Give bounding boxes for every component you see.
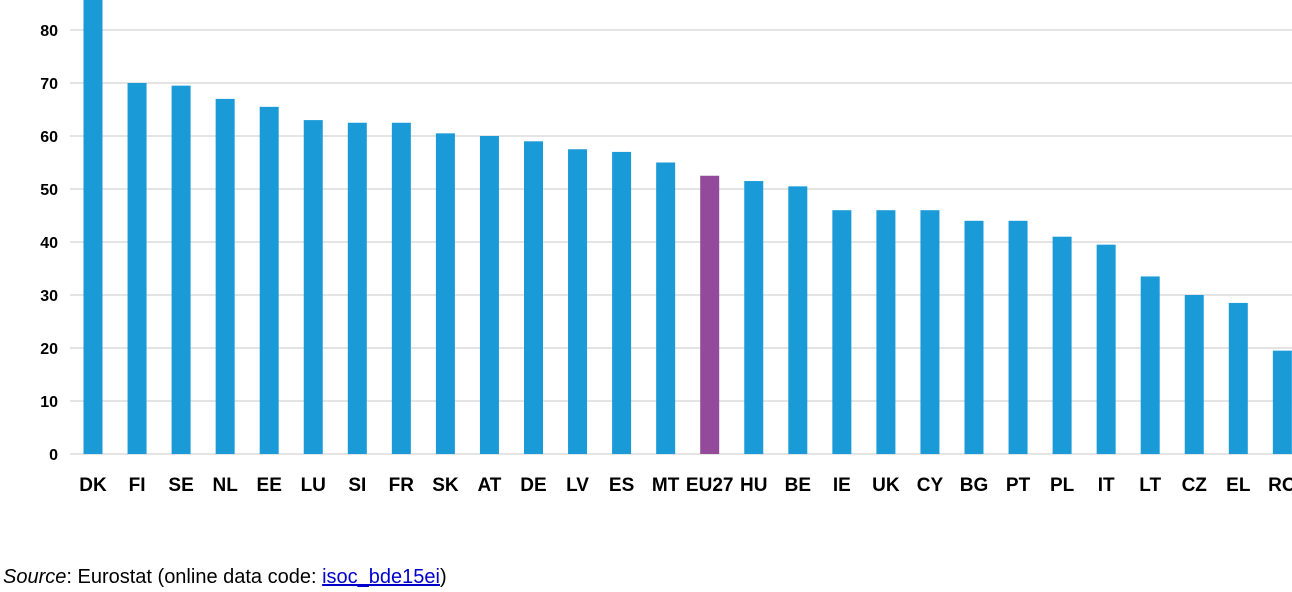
bar-fr	[391, 122, 411, 454]
x-tick-label-be: BE	[785, 475, 811, 496]
x-tick-label-ie: IE	[833, 475, 851, 496]
x-axis-category-labels: DK FI SE NL EE LU SI FR SK AT DE LV ES MT EU27 HU BE IE UK…	[79, 475, 1292, 496]
bar-sk	[435, 133, 455, 454]
x-tick-label-cz: CZ	[1182, 475, 1208, 496]
y-tick-label: 80	[40, 23, 58, 40]
bar-cz	[1184, 295, 1204, 454]
bar-fi	[127, 83, 147, 454]
x-tick-label-de: DE	[520, 475, 546, 496]
x-tick-label-lu: LU	[301, 475, 326, 496]
bar-pl	[1052, 236, 1072, 454]
y-tick-label: 40	[40, 235, 58, 252]
bar-bg	[964, 220, 984, 454]
x-tick-label-si: SI	[348, 475, 366, 496]
source-note: Source: Eurostat (online data code: isoc…	[3, 566, 447, 589]
x-tick-label-bg: BG	[960, 475, 989, 496]
x-tick-label-fr: FR	[389, 475, 415, 496]
bar-it	[1096, 244, 1116, 454]
x-tick-label-fi: FI	[129, 475, 146, 496]
bar-de	[524, 141, 543, 455]
bar-dk	[83, 0, 103, 454]
bar-se	[171, 85, 191, 455]
bar-uk	[876, 210, 896, 454]
x-tick-label-pl: PL	[1050, 475, 1075, 496]
bar-be	[788, 186, 808, 454]
bar-ie	[832, 210, 852, 454]
bars	[83, 0, 1292, 455]
x-tick-label-it: IT	[1098, 475, 1115, 496]
y-axis-tick-labels: 0 10 20 30 40 50 60 70 80	[40, 23, 58, 464]
bar-eu27	[700, 175, 720, 454]
y-tick-label: 50	[40, 182, 58, 199]
x-tick-label-mt: MT	[652, 475, 680, 496]
bar-pt	[1008, 220, 1028, 454]
x-tick-label-eu27: EU27	[686, 475, 734, 496]
x-tick-label-hu: HU	[740, 475, 767, 496]
bar-ee	[259, 106, 279, 454]
bar-lu	[303, 120, 323, 454]
x-tick-label-at: AT	[477, 475, 501, 496]
x-tick-label-ro: RO	[1268, 475, 1292, 496]
bar-si	[347, 122, 367, 454]
bar-chart: 0 10 20 30 40 50 60 70 80 DK FI SE NL EE LU SI FR SK AT DE…	[40, 0, 1292, 496]
bar-mt	[656, 162, 676, 454]
bar-lv	[568, 149, 588, 454]
source-data-code-link[interactable]: isoc_bde15ei	[322, 566, 440, 588]
x-tick-label-ee: EE	[257, 475, 282, 496]
y-tick-label: 70	[40, 76, 58, 93]
x-tick-label-se: SE	[168, 475, 193, 496]
x-tick-label-lv: LV	[566, 475, 589, 496]
y-tick-label: 60	[40, 129, 58, 146]
y-tick-label: 30	[40, 288, 58, 305]
x-tick-label-sk: SK	[432, 475, 459, 496]
x-tick-label-lt: LT	[1139, 475, 1161, 496]
x-tick-label-pt: PT	[1006, 475, 1031, 496]
bar-nl	[215, 98, 235, 455]
source-text-end: )	[439, 566, 447, 588]
source-text: : Eurostat (online data code:	[66, 566, 323, 588]
bar-cy	[920, 210, 940, 454]
y-tick-label: 10	[40, 394, 58, 411]
y-tick-label: 20	[40, 341, 58, 358]
bar-el	[1228, 302, 1248, 454]
source-label: Source	[3, 566, 67, 588]
x-tick-label-el: EL	[1226, 475, 1251, 496]
y-tick-label: 0	[49, 447, 58, 464]
x-tick-label-es: ES	[609, 475, 634, 496]
bar-ro	[1272, 350, 1292, 454]
bar-es	[612, 151, 632, 454]
bar-hu	[744, 181, 764, 455]
x-tick-label-cy: CY	[917, 475, 944, 496]
x-tick-label-uk: UK	[872, 475, 900, 496]
bar-at	[479, 136, 499, 454]
x-tick-label-dk: DK	[79, 475, 107, 496]
bar-lt	[1140, 276, 1160, 454]
x-tick-label-nl: NL	[212, 475, 238, 496]
